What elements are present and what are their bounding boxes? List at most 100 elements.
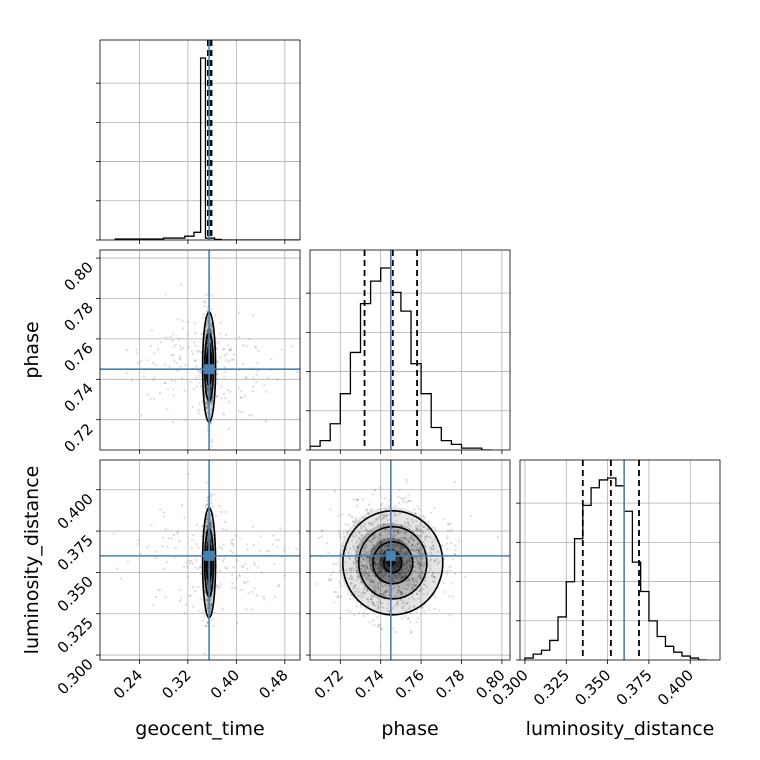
panel-geocent-time-vs-phase-sample-866 bbox=[250, 413, 253, 417]
panel-phase-vs-luminosity-distance-sample-1048 bbox=[404, 567, 407, 571]
panel-phase-vs-luminosity-distance-sample-1025 bbox=[414, 556, 417, 559]
panel-phase-vs-luminosity-distance-sample-10 bbox=[369, 563, 372, 567]
panel-geocent-time-vs-luminosity-distance-sample-324 bbox=[178, 540, 181, 543]
panel-phase-vs-luminosity-distance-sample-118 bbox=[398, 571, 401, 575]
panel-phase-vs-luminosity-distance-sample-865 bbox=[373, 595, 376, 598]
panel-phase-vs-luminosity-distance-sample-1253 bbox=[399, 592, 402, 595]
panel-geocent-time-vs-phase-sample-868 bbox=[223, 413, 226, 416]
panel-phase-vs-luminosity-distance-sample-388 bbox=[379, 539, 382, 543]
panel-geocent-time-vs-luminosity-distance-sample-303 bbox=[251, 525, 254, 528]
panel-geocent-time-vs-phase-sample-736 bbox=[238, 336, 241, 339]
panel-phase-vs-luminosity-distance-sample-489 bbox=[377, 567, 380, 570]
panel-geocent-time-vs-phase-sample-837 bbox=[196, 350, 199, 354]
panel-phase-vs-luminosity-distance-sample-70 bbox=[425, 535, 428, 538]
panel-geocent-time-vs-phase-sample-395 bbox=[171, 354, 175, 357]
panel-phase-vs-luminosity-distance-sample-416 bbox=[381, 606, 385, 609]
panel-phase-vs-luminosity-distance-sample-1166 bbox=[360, 567, 363, 570]
panel-geocent-time-vs-phase-sample-62 bbox=[232, 353, 236, 356]
panel-phase-vs-luminosity-distance-sample-8 bbox=[398, 529, 401, 532]
panel-phase-vs-luminosity-distance-sample-1161 bbox=[367, 539, 370, 542]
panel-phase-vs-luminosity-distance-sample-321 bbox=[420, 562, 423, 565]
panel-geocent-time-vs-luminosity-distance-sample-332 bbox=[192, 533, 195, 537]
panel-phase-vs-luminosity-distance-sample-358 bbox=[387, 575, 390, 578]
panel-phase-vs-luminosity-distance-sample-67 bbox=[383, 536, 386, 540]
panel-geocent-time-vs-luminosity-distance-sample-76 bbox=[115, 567, 119, 570]
panel-geocent-time-vs-phase-sample-804 bbox=[219, 332, 222, 335]
panel-phase-vs-luminosity-distance-sample-165 bbox=[385, 590, 388, 593]
panel-phase-vs-luminosity-distance-sample-1032 bbox=[400, 571, 403, 575]
panel-phase-vs-luminosity-distance-contour-0 bbox=[342, 510, 444, 616]
panel-phase-vs-luminosity-distance-sample-716 bbox=[370, 521, 374, 525]
panel-geocent-time-vs-luminosity-distance-sample-515 bbox=[218, 586, 222, 589]
panel-phase-vs-luminosity-distance-sample-732 bbox=[362, 569, 366, 572]
panel-geocent-time-vs-luminosity-distance-sample-184 bbox=[265, 550, 268, 553]
panel-phase-vs-luminosity-distance-sample-1101 bbox=[376, 586, 379, 589]
panel-geocent-time-vs-luminosity-distance-sample-155 bbox=[263, 598, 266, 601]
panel-geocent-time-vs-phase-sample-681 bbox=[222, 392, 226, 395]
panel-phase-vs-luminosity-distance-sample-969 bbox=[377, 562, 380, 566]
panel-geocent-time-vs-phase-sample-801 bbox=[191, 405, 194, 409]
panel-phase-vs-luminosity-distance-sample-991 bbox=[367, 600, 370, 603]
panel-phase-vs-luminosity-distance-sample-557 bbox=[354, 519, 357, 522]
panel-phase-vs-luminosity-distance-sample-809 bbox=[416, 533, 419, 537]
panel-phase-vs-luminosity-distance-sample-1043 bbox=[418, 574, 421, 577]
panel-phase-vs-luminosity-distance-sample-1385 bbox=[410, 548, 413, 551]
panel-phase-vs-luminosity-distance-sample-746 bbox=[422, 541, 425, 544]
panel-geocent-time-vs-luminosity-distance-sample-266 bbox=[283, 574, 286, 577]
panel-phase-vs-luminosity-distance-sample-910 bbox=[372, 585, 375, 588]
panel-geocent-time-vs-luminosity-distance-sample-724 bbox=[167, 537, 171, 540]
panel-geocent-time-vs-phase-sample-778 bbox=[149, 344, 152, 348]
panel-phase-vs-luminosity-distance-sample-160 bbox=[416, 542, 420, 546]
panel-phase-vs-luminosity-distance-sample-605 bbox=[364, 551, 368, 555]
panel-phase-vs-luminosity-distance-sample-1340 bbox=[407, 494, 410, 497]
panel-phase-vs-luminosity-distance-sample-206 bbox=[358, 537, 361, 540]
panel-geocent-time-vs-phase-sample-633 bbox=[199, 350, 203, 353]
panel-geocent-time-vs-phase-sample-721 bbox=[265, 390, 268, 394]
panel-geocent-time-vs-luminosity-distance-sample-619 bbox=[183, 612, 186, 615]
panel-geocent-time-vs-luminosity-distance-sample-168 bbox=[186, 565, 189, 569]
panel-phase-vs-luminosity-distance-sample-38 bbox=[382, 591, 386, 595]
panel-phase-vs-luminosity-distance-sample-355 bbox=[354, 584, 357, 587]
panel-phase-vs-luminosity-distance-sample-1094 bbox=[418, 576, 422, 579]
panel-phase-vs-luminosity-distance-sample-1316 bbox=[376, 552, 380, 556]
panel-geocent-time-vs-phase-sample-578 bbox=[215, 361, 219, 364]
panel-phase-vs-luminosity-distance-sample-1056 bbox=[414, 577, 418, 580]
panel-phase-vs-luminosity-distance-sample-1242 bbox=[400, 524, 403, 527]
panel-phase-vs-luminosity-distance-sample-876 bbox=[398, 512, 402, 515]
panel-phase-vs-luminosity-distance-sample-1149 bbox=[432, 548, 435, 551]
panel-geocent-time-vs-luminosity-distance-sample-299 bbox=[279, 527, 282, 530]
panel-phase-vs-luminosity-distance-sample-304 bbox=[348, 567, 351, 570]
panel-phase-vs-luminosity-distance-sample-826 bbox=[398, 588, 401, 592]
panel-phase-vs-luminosity-distance-sample-1237 bbox=[449, 569, 452, 572]
panel-geocent-time-vs-luminosity-distance-sample-751 bbox=[196, 568, 200, 571]
panel-phase-vs-luminosity-distance-sample-802 bbox=[415, 566, 418, 569]
panel-geocent-time-vs-phase-sample-644 bbox=[229, 390, 232, 393]
panel-geocent-time-vs-phase-sample-225 bbox=[209, 386, 212, 390]
panel-phase-vs-luminosity-distance-sample-1000 bbox=[405, 543, 409, 546]
panel-phase-vs-luminosity-distance-sample-968 bbox=[365, 552, 368, 555]
panel-phase-vs-luminosity-distance-sample-1310 bbox=[356, 575, 359, 578]
panel-phase-vs-luminosity-distance-sample-139 bbox=[417, 575, 420, 578]
panel-phase-vs-luminosity-distance-sample-97 bbox=[402, 575, 406, 578]
panel-phase-vs-luminosity-distance-sample-727 bbox=[415, 529, 418, 532]
panel-geocent-time-vs-phase-sample-436 bbox=[166, 387, 169, 391]
panel-geocent-time-vs-phase-sample-518 bbox=[184, 364, 187, 367]
panel-phase-vs-luminosity-distance-sample-987 bbox=[367, 574, 370, 578]
panel-phase-vs-luminosity-distance-sample-753 bbox=[395, 602, 399, 605]
panel-geocent-time-vs-phase-sample-144 bbox=[213, 314, 217, 317]
panel-phase-vs-luminosity-distance-sample-1090 bbox=[377, 623, 380, 627]
panel-phase-vs-luminosity-distance-sample-1051 bbox=[422, 514, 425, 518]
panel-geocent-time-vs-phase-sample-477 bbox=[186, 320, 189, 324]
panel-phase-vs-luminosity-distance-sample-625 bbox=[431, 547, 434, 551]
panel-geocent-time-vs-phase-sample-188 bbox=[193, 359, 197, 362]
panel-phase-vs-luminosity-distance-sample-1330 bbox=[382, 574, 385, 577]
panel-geocent-time-vs-phase-sample-783 bbox=[151, 361, 155, 365]
panel-geocent-time-vs-phase-sample-92 bbox=[172, 345, 175, 348]
panel-phase-vs-luminosity-distance-sample-1103 bbox=[450, 541, 453, 545]
panel-phase-vs-luminosity-distance-sample-181 bbox=[378, 605, 381, 609]
panel-phase-vs-luminosity-distance-sample-618 bbox=[417, 597, 420, 601]
panel-phase-vs-luminosity-distance-sample-568 bbox=[433, 506, 436, 510]
panel-geocent-time-vs-luminosity-distance-sample-824 bbox=[236, 621, 239, 625]
panel-phase-vs-luminosity-distance-sample-1201 bbox=[355, 557, 358, 560]
panel-phase-vs-luminosity-distance-sample-971 bbox=[420, 553, 423, 556]
